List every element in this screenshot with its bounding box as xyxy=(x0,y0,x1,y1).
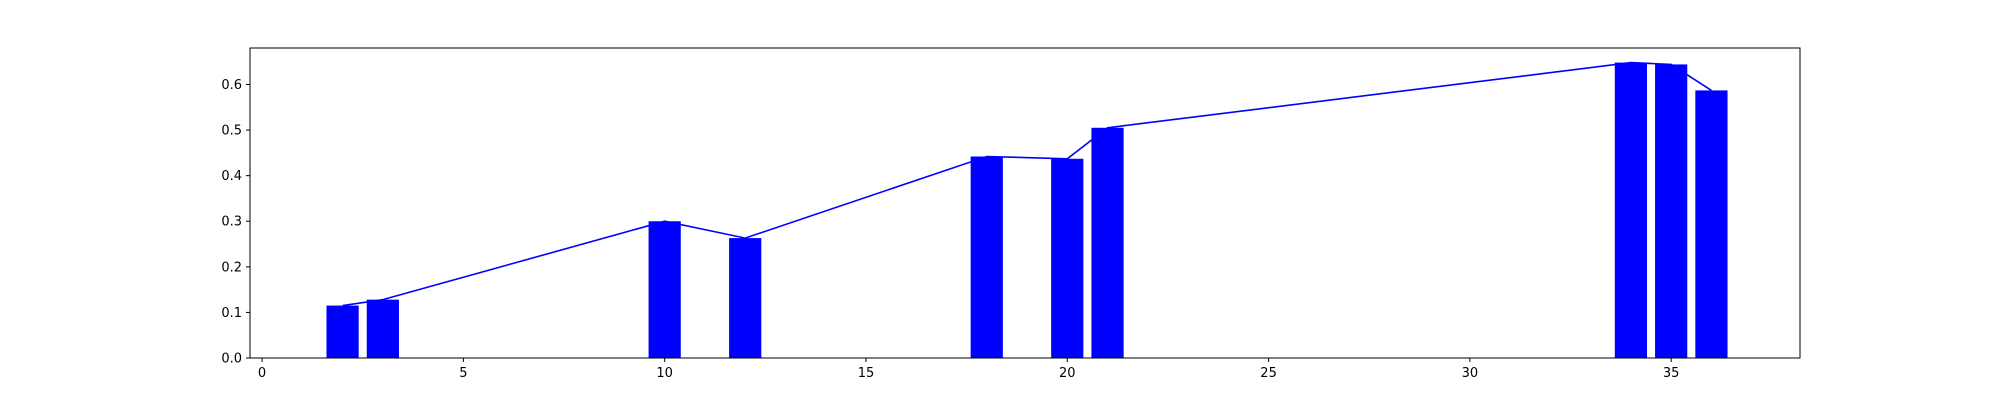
x-tick-label-10: 10 xyxy=(656,366,673,381)
line-layer xyxy=(342,61,1712,307)
bar-10 xyxy=(648,221,681,358)
x-axis: 0 5 10 15 20 25 30 35 xyxy=(258,358,1680,381)
bar-2 xyxy=(326,305,359,358)
series-line xyxy=(342,61,1712,307)
x-tick-label-0: 0 xyxy=(258,366,266,381)
x-tick-label-20: 20 xyxy=(1059,366,1076,381)
bar-34 xyxy=(1614,62,1648,359)
y-tick-label-0.6: 0.6 xyxy=(221,78,242,93)
bar-20 xyxy=(1051,158,1084,358)
bar-3 xyxy=(366,299,399,358)
bar-35 xyxy=(1655,64,1688,358)
bars-layer xyxy=(326,62,1728,359)
y-tick-label-0: 0.0 xyxy=(221,352,242,367)
y-tick-label-0.1: 0.1 xyxy=(221,306,242,321)
y-tick-label-0.4: 0.4 xyxy=(221,169,242,184)
x-tick-label-30: 30 xyxy=(1462,366,1479,381)
bar-36 xyxy=(1695,90,1728,358)
plot-frame xyxy=(249,47,1801,359)
y-tick-label-0.2: 0.2 xyxy=(221,260,242,275)
bar-21 xyxy=(1091,127,1124,358)
y-axis: 0.0 0.1 0.2 0.3 0.4 0.5 0.6 xyxy=(221,78,250,367)
bar-18 xyxy=(970,156,1003,358)
x-tick-label-15: 15 xyxy=(858,366,875,381)
y-tick-label-0.3: 0.3 xyxy=(221,215,242,230)
bar-12 xyxy=(729,238,762,358)
x-tick-label-35: 35 xyxy=(1663,366,1680,381)
x-tick-label-25: 25 xyxy=(1260,366,1277,381)
y-tick-label-0.5: 0.5 xyxy=(221,124,242,139)
x-tick-label-5: 5 xyxy=(459,366,467,381)
